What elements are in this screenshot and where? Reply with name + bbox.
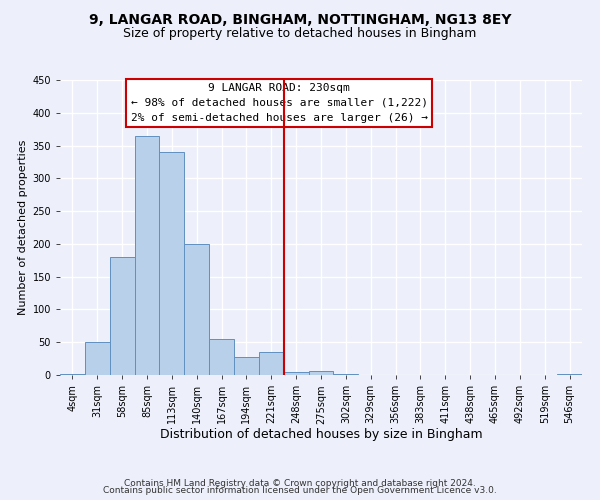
Text: Size of property relative to detached houses in Bingham: Size of property relative to detached ho… — [124, 28, 476, 40]
Bar — [284, 372, 308, 375]
Bar — [234, 358, 259, 375]
Text: Contains public sector information licensed under the Open Government Licence v3: Contains public sector information licen… — [103, 486, 497, 495]
Bar — [557, 374, 582, 375]
Bar — [134, 136, 160, 375]
X-axis label: Distribution of detached houses by size in Bingham: Distribution of detached houses by size … — [160, 428, 482, 440]
Y-axis label: Number of detached properties: Number of detached properties — [18, 140, 28, 315]
Bar — [184, 244, 209, 375]
Bar — [334, 374, 358, 375]
Bar — [110, 257, 134, 375]
Text: 9, LANGAR ROAD, BINGHAM, NOTTINGHAM, NG13 8EY: 9, LANGAR ROAD, BINGHAM, NOTTINGHAM, NG1… — [89, 12, 511, 26]
Text: Contains HM Land Registry data © Crown copyright and database right 2024.: Contains HM Land Registry data © Crown c… — [124, 478, 476, 488]
Bar — [259, 352, 284, 375]
Bar — [60, 374, 85, 375]
Bar — [308, 371, 334, 375]
Bar — [160, 152, 184, 375]
Text: 9 LANGAR ROAD: 230sqm
← 98% of detached houses are smaller (1,222)
2% of semi-de: 9 LANGAR ROAD: 230sqm ← 98% of detached … — [131, 83, 428, 122]
Bar — [209, 339, 234, 375]
Bar — [85, 342, 110, 375]
